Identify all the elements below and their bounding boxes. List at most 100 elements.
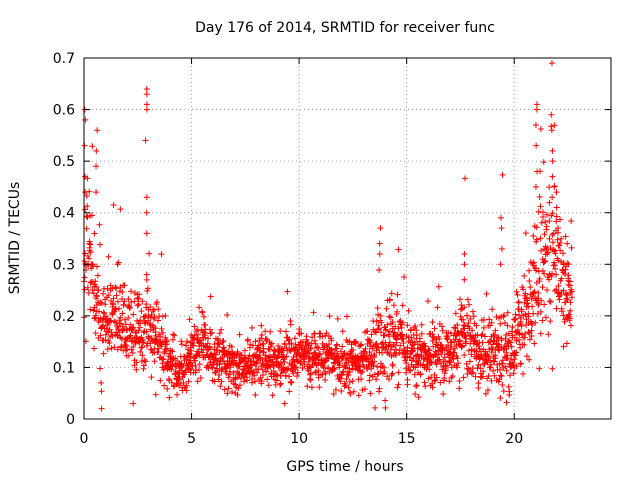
data-point (114, 298, 121, 305)
data-point (316, 352, 323, 359)
data-point (96, 221, 103, 228)
data-point (92, 330, 99, 337)
data-point (120, 301, 127, 308)
data-point (254, 358, 261, 365)
data-point (385, 376, 392, 383)
data-point (512, 352, 519, 359)
data-point (104, 322, 111, 329)
data-point (270, 368, 277, 375)
data-point (84, 252, 91, 259)
data-point (475, 380, 482, 387)
data-point (161, 350, 168, 357)
data-point (512, 311, 519, 318)
data-point (338, 388, 345, 395)
data-point (93, 189, 100, 196)
data-point (377, 312, 384, 319)
data-point (340, 353, 347, 360)
data-point (454, 321, 461, 328)
data-point (96, 308, 103, 315)
data-point (460, 374, 467, 381)
data-point (182, 342, 189, 349)
data-point (143, 91, 150, 98)
data-point (506, 391, 513, 398)
data-point (549, 147, 556, 154)
data-point (345, 359, 352, 366)
data-point (350, 388, 357, 395)
data-point (155, 349, 162, 356)
data-point (275, 342, 282, 349)
data-point (546, 298, 553, 305)
data-point (400, 335, 407, 342)
data-point (507, 339, 514, 346)
data-point (325, 341, 332, 348)
data-point (111, 318, 118, 325)
data-point (397, 342, 404, 349)
data-point (122, 341, 129, 348)
data-point (498, 214, 505, 221)
data-point (518, 331, 525, 338)
data-point (134, 302, 141, 309)
data-point (383, 305, 390, 312)
data-point (452, 325, 459, 332)
data-point (359, 368, 366, 375)
data-point (457, 296, 464, 303)
data-point (277, 381, 284, 388)
data-point (563, 340, 570, 347)
data-point (496, 376, 503, 383)
data-point (538, 219, 545, 226)
data-point (506, 372, 513, 379)
data-point (323, 330, 330, 337)
data-point (132, 329, 139, 336)
data-point (264, 376, 271, 383)
data-point (91, 345, 98, 352)
data-point (339, 343, 346, 350)
data-point (555, 257, 562, 264)
y-tick-label: 0.5 (53, 154, 75, 170)
data-point (564, 260, 571, 267)
data-point (560, 287, 567, 294)
data-point (349, 378, 356, 385)
data-point (142, 358, 149, 365)
data-point (377, 360, 384, 367)
data-point (380, 364, 387, 371)
data-point (469, 327, 476, 334)
data-point (166, 394, 173, 401)
data-point (286, 336, 293, 343)
data-point (528, 296, 535, 303)
data-point (547, 298, 554, 305)
data-point (500, 388, 507, 395)
data-point (140, 329, 147, 336)
data-point (498, 225, 505, 232)
data-point (501, 320, 508, 327)
data-point (148, 374, 155, 381)
data-point (374, 344, 381, 351)
data-point (520, 286, 527, 293)
data-point (389, 362, 396, 369)
data-point (542, 314, 549, 321)
data-point (499, 382, 506, 389)
data-point (543, 211, 550, 218)
data-point (334, 350, 341, 357)
data-point (84, 284, 91, 291)
data-point (476, 345, 483, 352)
data-point (82, 173, 89, 180)
data-point (553, 204, 560, 211)
data-point (341, 350, 348, 357)
data-point (143, 301, 150, 308)
data-point (218, 366, 225, 373)
data-point (342, 361, 349, 368)
data-point (553, 286, 560, 293)
data-point (541, 231, 548, 238)
data-point (128, 298, 135, 305)
data-point (138, 308, 145, 315)
data-point (421, 340, 428, 347)
data-point (525, 328, 532, 335)
data-point (536, 193, 543, 200)
data-point (307, 345, 314, 352)
data-point (488, 345, 495, 352)
data-point (484, 387, 491, 394)
data-point (513, 363, 520, 370)
data-point (215, 335, 222, 342)
data-point (82, 189, 89, 196)
data-point (89, 143, 96, 150)
